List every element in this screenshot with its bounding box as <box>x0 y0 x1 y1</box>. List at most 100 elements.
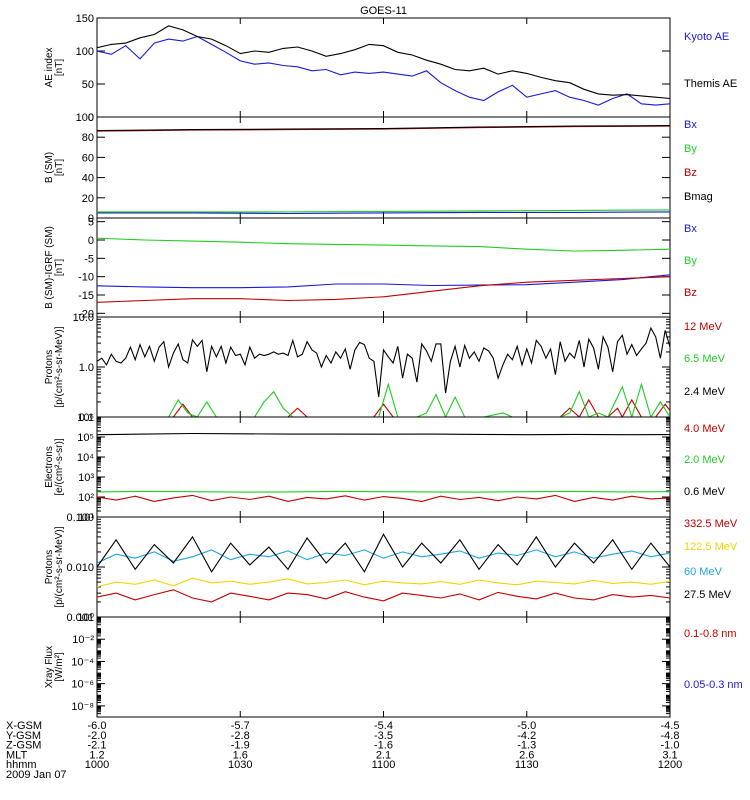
panel-frame <box>96 516 671 618</box>
legend-entry: By <box>684 255 697 267</box>
series-line-122-5-mev <box>97 577 670 588</box>
y-tick-label: 10⁶ <box>77 412 94 424</box>
x-row-value: -1.0 <box>661 740 680 752</box>
y-axis-label: [e/(cm²-s-sr)] <box>54 438 65 495</box>
x-row-value: 3.1 <box>662 749 677 761</box>
legend-entry: 2.4 MeV <box>684 386 726 398</box>
legend-entry: 0.1-0.8 nm <box>684 628 737 640</box>
x-row-value: -3.5 <box>374 730 393 742</box>
series-line-kyoto-ae <box>97 35 670 106</box>
y-tick-label: 100 <box>76 112 94 124</box>
y-tick-label: 5 <box>88 217 94 229</box>
series-line-60-mev <box>97 549 670 564</box>
y-axis-label: [nT] <box>54 159 65 176</box>
x-row-label: X-GSM <box>6 720 42 732</box>
y-tick-label: 10⁻² <box>72 634 94 646</box>
legend-entry: 27.5 MeV <box>684 589 732 601</box>
y-tick-label: 20 <box>82 193 94 205</box>
x-row-value: 1000 <box>85 759 109 771</box>
y-tick-label: 0.100 <box>66 512 94 524</box>
x-row-label: hhmm <box>6 759 37 771</box>
x-row-value: -1.6 <box>374 740 393 752</box>
panel-frame <box>96 17 671 118</box>
y-tick-label: 0.1 <box>79 412 94 424</box>
y-tick-label: 10² <box>78 492 94 504</box>
legend-entry: By <box>684 143 697 155</box>
panel-frame <box>96 616 671 718</box>
legend-entry: Bx <box>684 119 697 131</box>
y-axis-label: Protons <box>44 350 55 384</box>
series-line-themis-ae <box>97 25 670 100</box>
legend-entry: 0.6 MeV <box>684 486 726 498</box>
y-tick-label: 0 <box>88 213 94 225</box>
series-line-bz <box>97 276 670 303</box>
chart-title: GOES-11 <box>360 5 407 17</box>
series-line-332-5-mev <box>97 589 670 603</box>
y-axis-label: [p/(cm²-s-sr-MeV)] <box>54 326 65 407</box>
y-tick-label: 10¹ <box>78 512 94 524</box>
x-row-value: -4.8 <box>661 730 680 742</box>
y-tick-label: 1.0 <box>79 362 94 374</box>
series-line-bmag <box>97 125 670 132</box>
legend-entry: 332.5 MeV <box>684 518 738 530</box>
panel-frame <box>96 217 671 318</box>
x-row-value: 2.1 <box>376 749 391 761</box>
x-row-value: -5.4 <box>374 720 393 732</box>
y-tick-label: 0.010 <box>66 562 94 574</box>
series-line-by <box>97 237 670 252</box>
y-tick-label: 100 <box>76 46 94 58</box>
y-tick-label: 10⁻⁶ <box>71 679 94 691</box>
series-line-27-5-mev <box>97 533 670 573</box>
y-axis-label: Xray Flux <box>44 646 55 688</box>
x-row-value: -6.0 <box>88 720 107 732</box>
legend-entry: 60 MeV <box>684 566 723 578</box>
y-tick-label: 60 <box>82 152 94 164</box>
y-tick-label: -20 <box>78 308 94 320</box>
y-axis-label: [nT] <box>54 259 65 276</box>
y-axis-label: B (SM)-IGRF (SM) <box>44 226 55 309</box>
panel-6: 0.001 0.010 0.100 Protons [p/(cm²-s-sr-MeV)]… <box>44 512 738 624</box>
y-tick-label: 150 <box>76 13 94 25</box>
y-tick-label: 0 <box>88 112 94 124</box>
x-row-value: -5.7 <box>231 720 250 732</box>
x-row-label: MLT <box>6 749 27 761</box>
series-line-2-0-mev <box>97 490 670 493</box>
x-row-value: -4.2 <box>517 730 536 742</box>
y-axis-label: Protons <box>44 550 55 584</box>
x-row-value: 1200 <box>658 759 682 771</box>
y-axis-label: AE index <box>44 47 55 87</box>
y-axis-label: Electrons <box>44 446 55 488</box>
y-tick-label: 10⁵ <box>77 432 94 444</box>
legend-entry: 4.0 MeV <box>684 423 726 435</box>
legend-entry: Kyoto AE <box>684 31 729 43</box>
legend-entry: Themis AE <box>684 78 737 90</box>
y-tick-label: 10⁻⁸ <box>71 701 94 713</box>
legend-entry: 0.05-0.3 nm <box>684 679 743 691</box>
y-tick-label: 10⁻⁴ <box>71 656 94 668</box>
x-row-value: 1.2 <box>89 749 104 761</box>
x-row-value: -2.8 <box>231 730 250 742</box>
x-row-value: 1100 <box>372 759 396 771</box>
x-row-value: -2.0 <box>88 730 107 742</box>
series-line-12-mev <box>172 398 670 417</box>
panel-1: 0 50 100 150 AE index [nT] Kyoto AE Themis AE <box>44 13 737 124</box>
series-line-bx <box>97 274 670 289</box>
legend-entry: 122.5 MeV <box>684 541 738 553</box>
y-axis-label: [nT] <box>54 59 65 76</box>
y-tick-label: 0 <box>88 235 94 247</box>
series-line-by <box>97 209 670 213</box>
y-axis-label: [p/(cm²-s-sr-MeV)] <box>54 526 65 607</box>
y-tick-label: -15 <box>78 290 94 302</box>
series-line-bx <box>97 211 670 215</box>
y-tick-label: 10³ <box>78 472 94 484</box>
y-tick-label: 10⁴ <box>77 452 94 464</box>
panel-5: 10¹ 10² 10³ 10⁴ 10⁵ 10⁶ Electrons [e/(cm²-s-sr)… <box>44 412 726 524</box>
series-line-4-0-mev <box>97 494 670 502</box>
x-row-label: Z-GSM <box>6 740 41 752</box>
x-row-value: 2.6 <box>519 749 534 761</box>
legend-entry: Bmag <box>684 191 713 203</box>
legend-entry: Bz <box>684 287 697 299</box>
legend-entry: Bz <box>684 167 697 179</box>
x-row-value: 1.6 <box>233 749 248 761</box>
y-axis-label: [W/m²] <box>54 652 65 682</box>
